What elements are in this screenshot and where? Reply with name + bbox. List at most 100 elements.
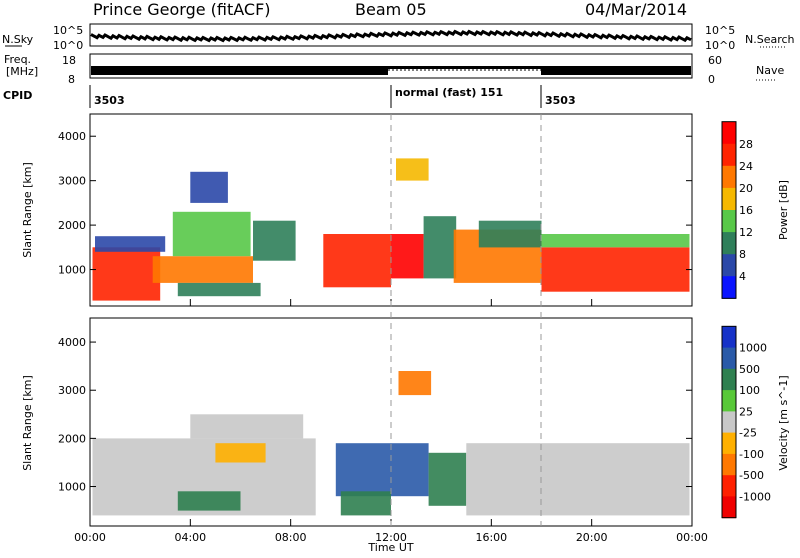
heatmap-region — [541, 247, 690, 292]
colorbar-tick-label: 100 — [739, 384, 760, 397]
heatmap-region — [398, 371, 432, 396]
colorbar-tick-label: -500 — [739, 469, 764, 482]
freq-tick-top: 18 — [62, 54, 76, 67]
velocity-heatmap — [92, 371, 690, 516]
colorbar-swatch — [722, 368, 736, 391]
colorbar-swatch — [722, 390, 736, 412]
nave-tick-bottom: 0 — [708, 73, 715, 86]
heatmap-region — [340, 491, 391, 516]
colorbar-tick-label: 4 — [739, 270, 746, 283]
heatmap-region — [177, 282, 261, 297]
colorbar-swatch — [722, 276, 736, 299]
colorbar-tick-label: -100 — [739, 448, 764, 461]
freq-tick-bottom: 8 — [68, 73, 75, 86]
y-tick-label: 2000 — [58, 432, 86, 445]
heatmap-region — [177, 491, 241, 511]
power-y-axis: 1000 2000 3000 4000 — [58, 130, 692, 277]
station-title: Prince George (fitACF) — [93, 0, 271, 19]
freq-label-1: Freq. — [4, 53, 31, 66]
colorbar-swatch — [722, 165, 736, 189]
colorbar-swatch — [722, 143, 736, 167]
x-tick-label: 16:00 — [475, 531, 507, 544]
power-panel: 1000 2000 3000 4000 Slant Range [km] 28 24 20… — [21, 113, 790, 307]
x-tick-label: 04:00 — [174, 531, 206, 544]
colorbar-swatch — [722, 232, 736, 255]
heatmap-region — [466, 443, 690, 516]
velocity-y-axis: 1000 2000 3000 4000 — [58, 336, 692, 494]
freq-trace-a — [91, 66, 388, 75]
colorbar-tick-label: 500 — [739, 363, 760, 376]
colorbar-swatch — [722, 496, 736, 519]
colorbar-swatch — [722, 453, 736, 476]
heatmap-region — [92, 247, 161, 301]
heatmap-region — [541, 234, 690, 248]
heatmap-region — [253, 220, 296, 261]
velocity-colorbar: 1000 500 100 25 -25 -100 -500 -1000 — [721, 325, 771, 519]
x-tick-label: 00:00 — [676, 531, 708, 544]
x-tick-label: 08:00 — [275, 531, 307, 544]
cpid-boundaries — [390, 114, 542, 526]
colorbar-swatch — [722, 121, 736, 145]
freq-label-2: [MHz] — [6, 65, 38, 78]
colorbar-tick-label: 24 — [739, 160, 753, 173]
colorbar-tick-label: -1000 — [739, 490, 771, 503]
colorbar-tick-label: 25 — [739, 405, 753, 418]
heatmap-region — [335, 443, 429, 497]
date-title: 04/Mar/2014 — [585, 0, 687, 19]
heatmap-region — [190, 171, 228, 203]
colorbar-tick-label: 28 — [739, 138, 753, 151]
velocity-panel: 1000 2000 3000 4000 00:00 04:00 08:00 12:00 16:… — [21, 299, 790, 554]
nsky-label: N.Sky — [2, 33, 34, 46]
y-tick-label: 2000 — [58, 219, 86, 232]
colorbar-swatch — [722, 326, 736, 349]
power-colorbar-label: Power [dB] — [777, 180, 790, 240]
heatmap-region — [95, 236, 166, 252]
heatmap-region — [478, 220, 542, 248]
nsky-trace — [90, 29, 692, 43]
colorbar-swatch — [722, 411, 736, 434]
x-tick-label: 12:00 — [375, 531, 407, 544]
nsky-tick-top: 10^5 — [53, 24, 83, 37]
heatmap-region — [190, 414, 304, 439]
colorbar-tick-label: 12 — [739, 226, 753, 239]
heatmap-region — [391, 234, 424, 279]
y-tick-label: 1000 — [58, 264, 86, 277]
nsky-panel: N.Sky 10^5 10^0 N.Search 10^5 10^0 — [2, 23, 795, 52]
cpid-segment-2: normal (fast) 151 — [395, 86, 503, 99]
heatmap-region — [152, 256, 253, 283]
nsky-tick-bottom: 10^0 — [53, 39, 83, 52]
colorbar-swatch — [722, 432, 736, 455]
cpid-segment-1: 3503 — [94, 94, 125, 107]
cpid-label: CPID — [3, 89, 32, 102]
nsearch-label: N.Search — [745, 33, 795, 46]
freq-trace-b — [541, 66, 691, 75]
y-tick-label: 4000 — [58, 336, 86, 349]
heatmap-region — [215, 443, 266, 463]
colorbar-tick-label: 16 — [739, 204, 753, 217]
nave-label: Nave — [756, 64, 784, 77]
nave-tick-top: 60 — [708, 54, 722, 67]
colorbar-swatch — [722, 254, 736, 277]
colorbar-tick-label: -25 — [739, 427, 757, 440]
heatmap-region — [323, 234, 391, 288]
x-tick-label: 00:00 — [74, 531, 106, 544]
velocity-colorbar-label: Velocity [m s^-1] — [777, 375, 790, 470]
colorbar-swatch — [722, 475, 736, 497]
velocity-ylabel: Slant Range [km] — [21, 375, 34, 471]
power-colorbar: 28 24 20 16 12 8 4 — [721, 121, 753, 299]
colorbar-swatch — [722, 187, 736, 211]
heatmap-region — [423, 216, 457, 279]
cpid-row: CPID 3503 normal (fast) 151 3503 — [3, 85, 576, 108]
cpid-segment-3: 3503 — [545, 94, 576, 107]
y-tick-label: 4000 — [58, 130, 86, 143]
x-tick-label: 20:00 — [576, 531, 608, 544]
colorbar-swatch — [722, 347, 736, 370]
power-heatmap — [92, 158, 690, 301]
power-ylabel: Slant Range [km] — [21, 162, 34, 258]
y-tick-label: 3000 — [58, 384, 86, 397]
time-axis-label: Time UT — [367, 541, 413, 554]
nsearch-tick-top: 10^5 — [705, 24, 735, 37]
colorbar-tick-label: 20 — [739, 182, 753, 195]
y-tick-label: 3000 — [58, 175, 86, 188]
colorbar-tick-label: 8 — [739, 248, 746, 261]
